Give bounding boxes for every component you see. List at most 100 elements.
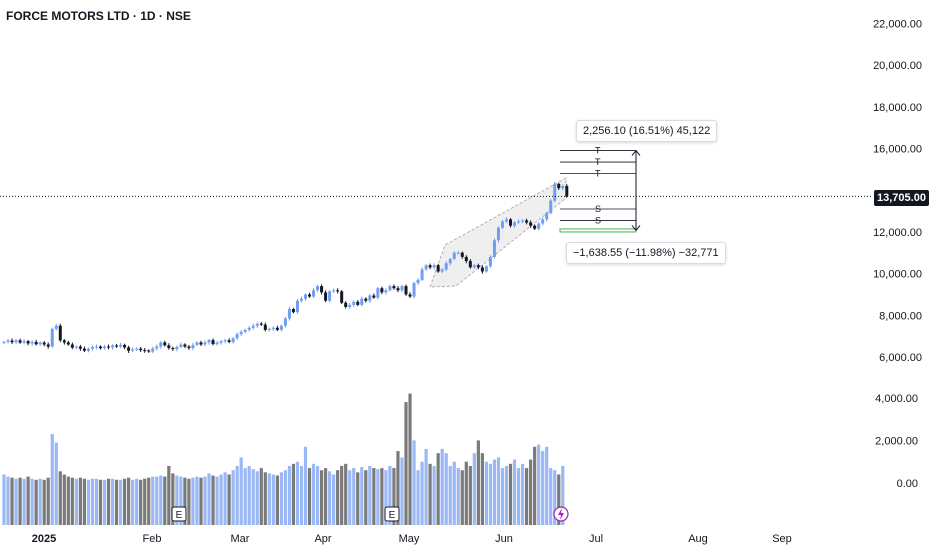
candle — [131, 349, 135, 351]
volume-bar — [537, 444, 541, 525]
price-tick-label: 8,000.00 — [879, 310, 922, 322]
volume-bar — [448, 465, 452, 525]
candle — [62, 340, 66, 343]
time-tick-label: Aug — [688, 533, 708, 545]
volume-bar — [545, 446, 549, 525]
candle — [456, 252, 460, 254]
volume-bar — [255, 471, 259, 525]
volume-bar — [215, 476, 219, 525]
candle — [119, 344, 123, 347]
candle — [42, 342, 46, 345]
candle — [529, 222, 533, 226]
candle — [541, 219, 545, 224]
candle — [227, 340, 231, 342]
candle — [428, 265, 432, 268]
candle — [340, 291, 344, 303]
candle — [155, 346, 159, 349]
candle — [179, 344, 183, 347]
volume-bar — [412, 440, 416, 525]
volume-bar — [187, 478, 191, 525]
volume-bar — [171, 473, 175, 525]
candle — [215, 342, 219, 345]
volume-bar — [62, 474, 66, 525]
candle — [304, 294, 307, 299]
candle — [123, 344, 127, 348]
candle — [163, 342, 167, 346]
candle — [308, 294, 312, 297]
candle — [521, 220, 525, 222]
candle — [10, 340, 14, 343]
volume-bar — [364, 470, 368, 525]
volume-series — [2, 393, 565, 525]
volume-bar — [508, 463, 513, 525]
volume-bar — [86, 479, 91, 525]
volume-bar — [557, 474, 561, 525]
candle — [312, 290, 316, 297]
volume-bar — [504, 465, 509, 525]
volume-bar — [123, 478, 127, 525]
volume-bar — [468, 465, 472, 525]
volume-bar — [263, 472, 267, 525]
volume-bar — [408, 393, 412, 525]
target-label: T — [595, 169, 601, 179]
candle — [203, 342, 207, 345]
candle — [436, 265, 440, 272]
volume-bar — [440, 448, 444, 525]
volume-bar — [22, 478, 26, 525]
volume-bar — [529, 459, 533, 525]
candle — [127, 347, 131, 351]
candle — [396, 288, 400, 291]
volume-bar — [484, 461, 488, 525]
candle — [219, 341, 223, 343]
volume-bar — [267, 473, 271, 525]
volume-bar — [114, 479, 119, 525]
candle — [432, 265, 436, 268]
volume-bar — [553, 470, 557, 525]
earnings-label: E — [176, 510, 183, 521]
candle — [320, 286, 324, 293]
candle — [54, 325, 58, 329]
candle — [22, 341, 26, 343]
volume-bar — [135, 478, 139, 525]
volume-bar — [179, 476, 183, 525]
candle — [316, 286, 320, 291]
volume-tick-label: 2,000.00 — [875, 435, 918, 447]
volume-bar — [118, 479, 123, 525]
earnings-label: E — [389, 510, 396, 521]
candle — [275, 327, 279, 330]
candle — [30, 341, 34, 344]
volume-bar — [106, 478, 111, 525]
volume-bar — [58, 471, 62, 525]
candle — [135, 348, 139, 350]
volume-bar — [10, 477, 14, 525]
volume-bar — [404, 402, 408, 525]
measure-tool[interactable] — [631, 149, 641, 232]
price-tick-label: 6,000.00 — [879, 352, 922, 364]
volume-bar — [376, 469, 380, 525]
candle — [416, 279, 420, 283]
time-axis[interactable]: 2025 Feb Mar Apr May Jun Jul Aug Sep — [32, 533, 792, 545]
measure-up-arrowhead — [631, 149, 641, 156]
volume-bar — [360, 467, 364, 525]
candle — [476, 265, 480, 268]
volume-bar — [26, 476, 30, 525]
candle — [2, 341, 6, 343]
candle — [484, 266, 488, 272]
volume-bar — [340, 465, 344, 525]
volume-bar — [348, 470, 352, 525]
candle — [448, 259, 452, 264]
candle — [400, 286, 404, 291]
volume-bar — [207, 473, 211, 525]
candle — [247, 327, 251, 330]
candle — [251, 325, 255, 328]
candle — [74, 346, 78, 348]
candle — [171, 348, 175, 350]
price-axis[interactable]: 22,000.00 20,000.00 18,000.00 16,000.00 12,0… — [873, 18, 922, 364]
candle — [488, 256, 492, 267]
measure-down-arrowhead — [631, 225, 641, 232]
candle — [509, 219, 513, 226]
volume-bar — [299, 465, 304, 525]
